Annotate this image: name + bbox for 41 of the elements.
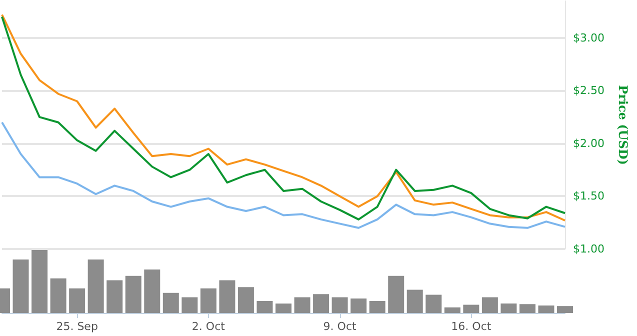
bar (88, 259, 104, 313)
bar (162, 292, 179, 313)
y-tick-label: $2.50 (573, 84, 604, 98)
bar (200, 288, 216, 313)
bar (144, 270, 160, 313)
bar (256, 301, 273, 313)
bar (294, 297, 310, 313)
line-series (1, 121, 566, 229)
bar (426, 294, 442, 313)
bar (125, 276, 142, 313)
x-tick-label: 25. Sep (56, 320, 98, 333)
bar (32, 250, 48, 313)
y-tick-label: $1.00 (573, 242, 604, 256)
bar (182, 297, 198, 313)
bar (50, 278, 66, 313)
bar (350, 298, 367, 313)
x-tick-label: 9. Oct (323, 320, 357, 333)
bar (276, 304, 292, 313)
bar (219, 280, 236, 313)
bar (69, 288, 86, 313)
y-tick-label: $3.00 (573, 31, 604, 44)
bar (538, 305, 554, 313)
bar (313, 294, 330, 313)
bar (332, 297, 348, 313)
x-tick-label: 16. Oct (451, 320, 492, 333)
y-tick-label: $1.50 (573, 190, 604, 203)
bar (238, 287, 254, 313)
bar (557, 306, 573, 313)
bar (500, 304, 517, 313)
x-tick-label: 2. Oct (192, 320, 226, 333)
bar (406, 290, 423, 313)
bar (463, 304, 480, 313)
bar (519, 304, 536, 313)
bar (106, 280, 123, 313)
y-tick-label: $2.00 (573, 136, 604, 150)
bar (444, 307, 460, 313)
y-axis-title: Price (USD) (616, 85, 630, 165)
bar (12, 259, 29, 313)
bar (369, 301, 386, 313)
bar (388, 276, 404, 313)
bar (482, 297, 498, 313)
